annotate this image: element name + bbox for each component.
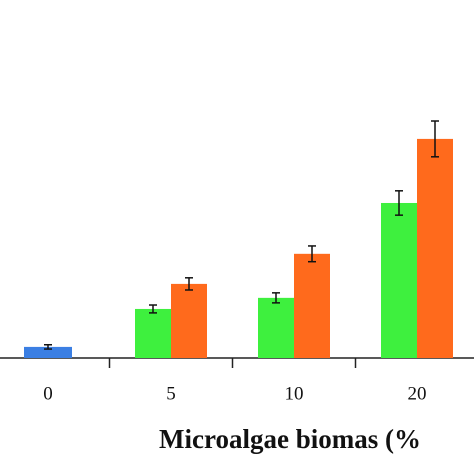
bar <box>171 283 207 358</box>
x-tick-label: 0 <box>43 383 53 404</box>
error-bar <box>149 304 157 314</box>
error-bar <box>431 120 439 158</box>
error-bar <box>395 190 403 216</box>
bar <box>381 202 417 358</box>
error-bar <box>272 292 280 304</box>
x-tick-label: 10 <box>285 383 304 404</box>
bar <box>417 138 453 358</box>
bar <box>294 253 330 358</box>
bar <box>24 346 72 358</box>
x-axis-label: Microalgae biomas (% <box>159 424 421 454</box>
error-bar <box>44 344 52 350</box>
bar <box>135 308 171 358</box>
error-bar <box>185 277 193 291</box>
error-bar <box>308 245 316 263</box>
x-tick-label: 20 <box>408 383 427 404</box>
x-tick-label: 5 <box>166 383 176 404</box>
bar <box>258 297 294 358</box>
